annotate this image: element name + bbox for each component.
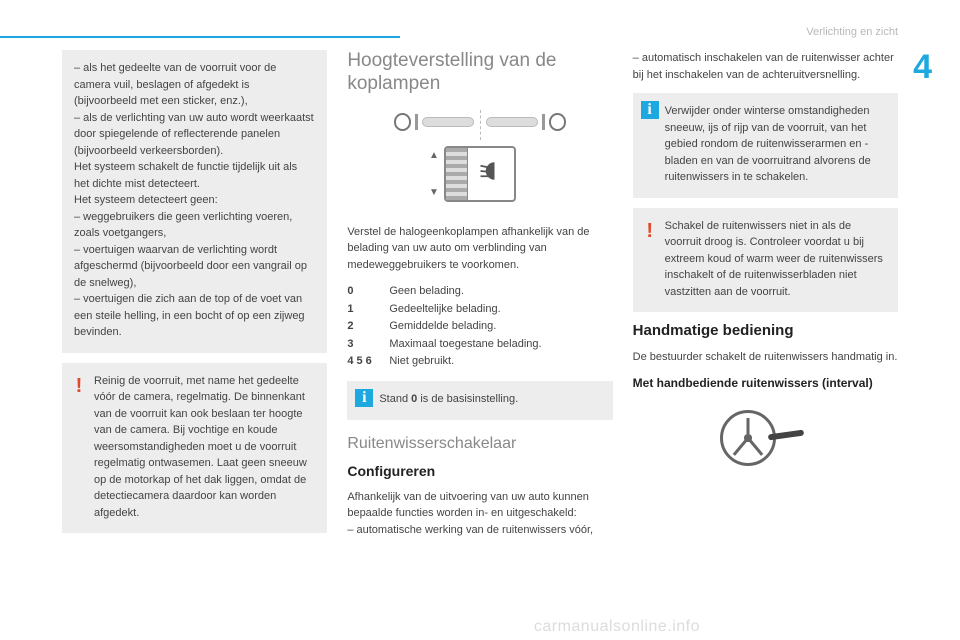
arrow-up-icon: ▲ — [429, 150, 439, 161]
headlamp-adjust-diagram: ▲ ▼ — [390, 110, 570, 210]
load-setting-row: 1Gedeeltelijke belading. — [347, 301, 612, 319]
configure-heading: Configureren — [347, 463, 612, 479]
load-key: 0 — [347, 283, 389, 301]
manual-wiper-diagram — [720, 406, 810, 470]
headlamp-dial — [444, 146, 516, 202]
load-value: Niet gebruikt. — [389, 353, 612, 371]
configure-body: Afhankelijk van de uitvoering van uw aut… — [347, 489, 612, 539]
exclamation-icon: ! — [641, 216, 659, 234]
load-setting-row: 2Gemiddelde belading. — [347, 318, 612, 336]
winter-info-text: Verwijder onder winterse omstandigheden … — [665, 103, 886, 186]
wheel-spoke — [747, 437, 763, 456]
info-text-pre: Stand — [379, 393, 411, 405]
load-value: Gemiddelde belading. — [389, 318, 612, 336]
column-3: – automatisch inschakelen van de ruitenw… — [633, 50, 898, 610]
col3-continuation-text: – automatisch inschakelen van de ruitenw… — [633, 50, 898, 83]
load-value: Maximaal toegestane belading. — [389, 336, 612, 354]
header-accent-line — [0, 36, 400, 38]
content-columns: – als het gedeelte van de voorruit voor … — [62, 50, 898, 610]
load-key: 4 5 6 — [347, 353, 389, 371]
dry-windscreen-warning-box: ! Schakel de ruitenwissers niet in als d… — [633, 208, 898, 313]
column1-warning-box: ! Reinig de voorruit, met name het gedee… — [62, 363, 327, 534]
manual-control-body: De bestuurder schakelt de ruitenwissers … — [633, 349, 898, 366]
arrow-down-icon: ▼ — [429, 187, 439, 198]
load-setting-list: 0Geen belading. 1Gedeeltelijke belading.… — [347, 283, 612, 371]
load-value: Gedeeltelijke belading. — [389, 301, 612, 319]
dry-windscreen-warning-text: Schakel de ruitenwissers niet in als de … — [665, 218, 886, 301]
load-value: Geen belading. — [389, 283, 612, 301]
winter-info-box: i Verwijder onder winterse omstandighede… — [633, 93, 898, 198]
load-key: 3 — [347, 336, 389, 354]
dashboard-icon — [422, 117, 474, 127]
diagram-lhd-side — [394, 110, 474, 134]
column1-info-text: – als het gedeelte van de voorruit voor … — [74, 60, 315, 341]
column1-warning-text: Reinig de voorruit, met name het gedeelt… — [94, 373, 315, 522]
load-key: 1 — [347, 301, 389, 319]
headlamp-beam-icon — [477, 157, 505, 190]
watermark-text: carmanualsonline.info — [534, 618, 700, 636]
steering-column-icon — [415, 114, 418, 130]
headlamp-dial-wheel — [446, 148, 468, 200]
column1-info-box: – als het gedeelte van de voorruit voor … — [62, 50, 327, 353]
info-icon: i — [641, 101, 659, 119]
info-text-post: is de basisinstelling. — [417, 393, 518, 405]
manual-interval-heading: Met handbediende ruitenwissers (interval… — [633, 376, 898, 390]
wheel-spoke — [733, 437, 749, 456]
load-key: 2 — [347, 318, 389, 336]
exclamation-icon: ! — [70, 371, 88, 389]
headlamp-adjust-heading: Hoogteverstelling van de koplampen — [347, 50, 612, 96]
wiper-switch-heading: Ruitenwisserschakelaar — [347, 434, 612, 453]
manual-control-heading: Handmatige bediening — [633, 322, 898, 339]
wheel-spoke — [747, 418, 750, 438]
adjust-arrows: ▲ ▼ — [428, 150, 440, 198]
info-icon: i — [355, 389, 373, 407]
header-section-title: Verlichting en zicht — [806, 26, 898, 38]
steering-wheel-icon — [549, 113, 566, 131]
load-setting-row: 4 5 6Niet gebruikt. — [347, 353, 612, 371]
diagram-dashboard-row — [390, 110, 570, 140]
load-setting-row: 0Geen belading. — [347, 283, 612, 301]
steering-column-icon — [542, 114, 545, 130]
headlamp-body-text: Verstel de halogeenkoplampen afhankelijk… — [347, 224, 612, 274]
diagram-rhd-side — [486, 110, 566, 134]
column-2: Hoogteverstelling van de koplampen ▲ ▼ — [347, 50, 612, 610]
dashboard-icon — [486, 117, 538, 127]
column-1: – als het gedeelte van de voorruit voor … — [62, 50, 327, 610]
chapter-number: 4 — [913, 48, 932, 87]
load-setting-row: 3Maximaal toegestane belading. — [347, 336, 612, 354]
headlamp-dial-face — [468, 148, 514, 200]
default-setting-info-box: i Stand 0 is de basisinstelling. — [347, 381, 612, 420]
steering-wheel-icon — [394, 113, 411, 131]
